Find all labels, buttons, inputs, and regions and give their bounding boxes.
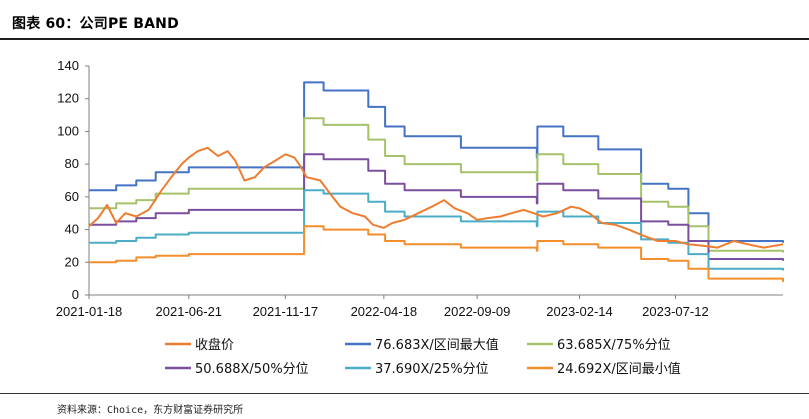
x-tick-label: 2023-07-12 <box>642 304 709 319</box>
legend-label-1: 76.683X/区间最大值 <box>375 337 499 353</box>
chart-series-lines <box>88 81 784 282</box>
y-tick-label: 0 <box>72 287 79 302</box>
y-tick-label: 20 <box>65 254 79 269</box>
chart-axes: 0 20 40 60 80 100 120 140 2021-01-18 2021-06-21 20… <box>56 58 783 319</box>
figure-title: 图表 60：公司PE BAND <box>12 16 179 32</box>
legend-label-5: 24.692X/区间最小值 <box>557 361 681 377</box>
y-tick-label: 60 <box>65 189 79 204</box>
chart-legend: 收盘价 76.683X/区间最大值 63.685X/75%分位 50.688X/50%… <box>165 337 681 377</box>
y-tick-label: 140 <box>57 58 79 73</box>
x-tick-label: 2021-01-18 <box>56 304 123 319</box>
top-rule <box>0 38 809 40</box>
x-tick-label: 2022-09-09 <box>444 304 511 319</box>
series-line-3 <box>89 153 784 261</box>
legend-label-0: 收盘价 <box>195 337 234 353</box>
bottom-rule <box>0 393 809 394</box>
y-tick-label: 40 <box>65 222 79 237</box>
x-tick-label: 2021-06-21 <box>156 304 223 319</box>
source-note: 资料来源：Choice，东方财富证券研究所 <box>57 405 244 416</box>
pe-band-chart: 0 20 40 60 80 100 120 140 2021-01-18 2021-06-21 20… <box>56 58 784 377</box>
legend-label-4: 37.690X/25%分位 <box>375 362 489 377</box>
series-line-2 <box>89 117 784 253</box>
y-tick-label: 80 <box>65 156 79 171</box>
series-line-5 <box>89 225 784 282</box>
x-tick-label: 2022-04-18 <box>351 304 418 319</box>
legend-label-2: 63.685X/75%分位 <box>557 338 671 353</box>
x-tick-label: 2023-02-14 <box>546 304 613 319</box>
series-line-4 <box>89 189 784 271</box>
legend-label-3: 50.688X/50%分位 <box>195 362 309 377</box>
y-tick-label: 100 <box>57 123 79 138</box>
series-line-0 <box>88 146 784 249</box>
x-tick-label: 2021-11-17 <box>253 304 319 319</box>
y-tick-label: 120 <box>57 91 79 106</box>
series-line-1 <box>89 81 784 243</box>
